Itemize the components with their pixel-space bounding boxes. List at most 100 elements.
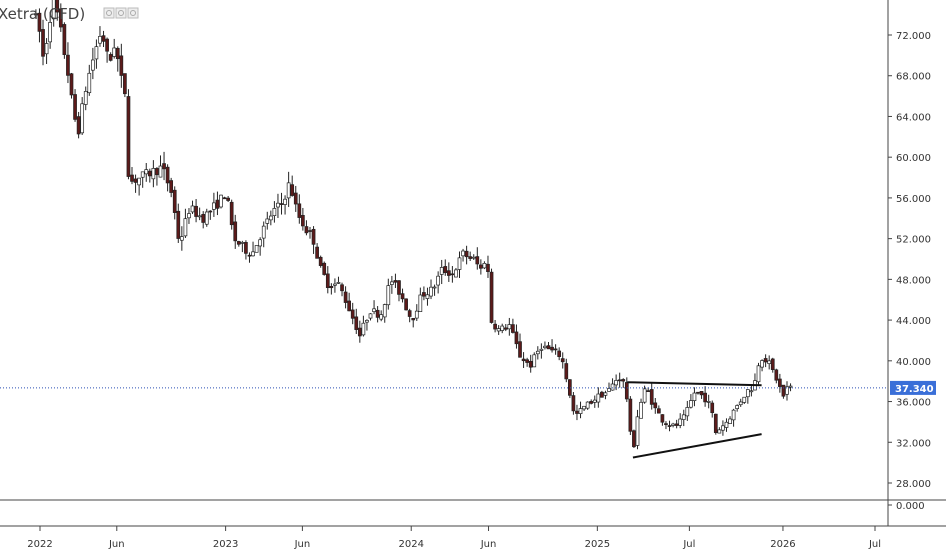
candle-body bbox=[69, 73, 74, 96]
candle-body bbox=[749, 390, 754, 393]
candle-body bbox=[301, 215, 305, 227]
candle-body bbox=[190, 205, 195, 213]
price-tick-label: 32.000 bbox=[896, 438, 931, 449]
candle-body bbox=[422, 292, 426, 297]
candle-body bbox=[119, 55, 124, 76]
candle-body bbox=[468, 256, 473, 259]
candle-body bbox=[172, 189, 177, 213]
candle-body bbox=[37, 12, 42, 32]
candle-body bbox=[785, 386, 789, 395]
price-axis[interactable]: 72.000 68.000 64.000 60.000 56.000 52.000 48.0… bbox=[887, 0, 936, 526]
candle-body bbox=[265, 218, 270, 224]
candle-body bbox=[770, 358, 775, 370]
candle-body bbox=[151, 168, 156, 180]
candle-body bbox=[475, 256, 480, 265]
candle-body bbox=[728, 418, 732, 424]
settings-square-icon bbox=[127, 7, 139, 19]
candle-body bbox=[635, 416, 640, 446]
candle-body bbox=[742, 396, 747, 403]
candle-body bbox=[731, 409, 736, 421]
candle-body bbox=[425, 294, 430, 299]
candle-body bbox=[179, 236, 184, 241]
candle-body bbox=[564, 363, 569, 380]
candle-body bbox=[365, 319, 369, 323]
candle-body bbox=[393, 280, 398, 283]
candle-body bbox=[290, 184, 295, 196]
chart-header: Xetra (CFD) bbox=[0, 5, 139, 23]
candle-body bbox=[653, 402, 658, 409]
candle-body bbox=[108, 54, 113, 61]
candle-body bbox=[397, 280, 401, 295]
candle-body bbox=[439, 267, 444, 275]
candle-body bbox=[471, 256, 476, 259]
candle-body bbox=[607, 388, 611, 392]
candle-body bbox=[543, 345, 547, 349]
time-axis[interactable]: 2022 Jun 2023 Jun 2024 Jun 2025 Jul 2026 Jul bbox=[27, 526, 881, 550]
candle-body bbox=[404, 298, 408, 311]
candle-body bbox=[336, 282, 341, 284]
time-tick-label: 2024 bbox=[398, 539, 423, 550]
candle-body bbox=[589, 401, 594, 404]
candle-body bbox=[745, 389, 750, 398]
candle-body bbox=[293, 192, 298, 205]
candle-body bbox=[656, 408, 661, 414]
candle-body bbox=[632, 430, 636, 448]
candle-body bbox=[560, 358, 565, 363]
candle-body bbox=[304, 226, 309, 234]
candle-body bbox=[646, 390, 651, 392]
candle-body bbox=[130, 174, 134, 182]
candle-body bbox=[325, 273, 330, 289]
candle-body bbox=[649, 389, 654, 405]
candle-body bbox=[432, 286, 437, 289]
candle-body bbox=[578, 408, 583, 414]
candle-body bbox=[464, 250, 469, 258]
candle-body bbox=[596, 393, 601, 403]
candle-body bbox=[689, 400, 693, 408]
candle-body bbox=[58, 8, 63, 28]
candle-body bbox=[479, 264, 483, 269]
candle-body bbox=[674, 423, 679, 426]
candle-body bbox=[539, 348, 544, 351]
candle-body bbox=[557, 350, 562, 357]
candle-body bbox=[696, 391, 700, 394]
candle-body bbox=[204, 211, 209, 225]
price-tick-label: 60.000 bbox=[896, 153, 931, 164]
candle-body bbox=[390, 281, 394, 285]
candle-body bbox=[621, 379, 626, 382]
candle-body bbox=[703, 392, 707, 403]
candle-body bbox=[778, 378, 782, 387]
candle-body bbox=[503, 327, 508, 330]
candle-body bbox=[98, 36, 102, 44]
candle-body bbox=[62, 24, 67, 55]
candle-body bbox=[261, 225, 266, 239]
time-tick-label: Jun bbox=[480, 539, 497, 550]
time-tick-label: 2022 bbox=[27, 539, 52, 550]
candle-body bbox=[183, 218, 188, 237]
candle-body bbox=[226, 197, 230, 201]
candle-body bbox=[493, 323, 497, 330]
candle-body bbox=[756, 365, 761, 383]
candle-body bbox=[624, 382, 629, 400]
candle-body bbox=[126, 96, 131, 177]
candle-body bbox=[123, 73, 127, 95]
candle-body bbox=[553, 348, 558, 351]
candle-body bbox=[568, 379, 572, 396]
candle-body bbox=[767, 360, 772, 364]
time-tick-label: Jun bbox=[294, 539, 311, 550]
candle-body bbox=[329, 285, 334, 289]
candle-body bbox=[368, 313, 373, 319]
candle-body bbox=[87, 72, 92, 94]
price-tick-label: 44.000 bbox=[896, 316, 931, 327]
candle-body bbox=[194, 205, 198, 217]
candle-body bbox=[454, 269, 458, 278]
candle-body bbox=[48, 22, 52, 43]
time-tick-label: 2023 bbox=[213, 539, 238, 550]
candle-body bbox=[379, 314, 384, 320]
candle-body bbox=[83, 91, 88, 105]
candle-body bbox=[788, 385, 793, 388]
candle-body bbox=[603, 392, 608, 396]
candle-body bbox=[311, 228, 316, 245]
candle-body bbox=[486, 263, 490, 272]
candle-body bbox=[692, 392, 697, 401]
time-tick-label: 2025 bbox=[585, 539, 610, 550]
